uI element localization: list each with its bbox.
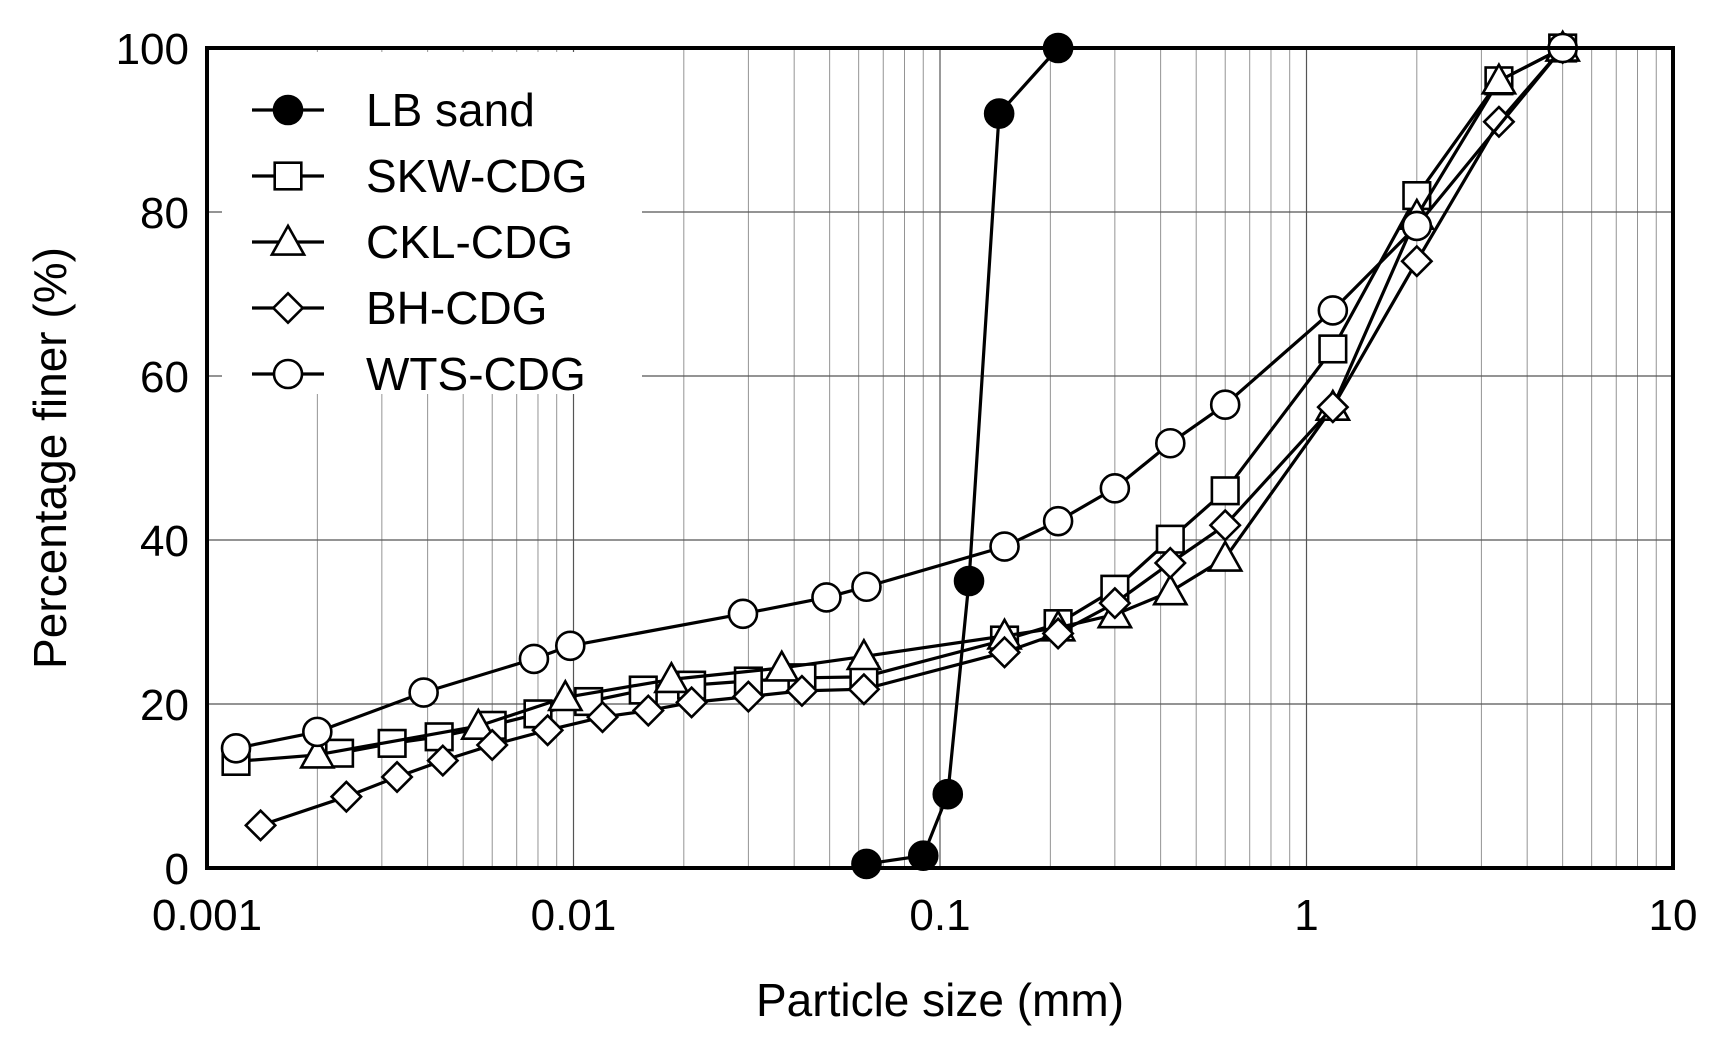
y-tick-label: 40 xyxy=(140,517,189,566)
legend-label: BH-CDG xyxy=(366,282,547,334)
legend-item-lb-sand: LB sand xyxy=(252,84,535,136)
data-point-ckl-cdg xyxy=(845,637,883,671)
y-axis-title: Percentage finer (%) xyxy=(24,247,76,669)
data-point-bh-cdg xyxy=(1400,244,1434,278)
y-tick-label: 100 xyxy=(116,25,189,74)
data-point-ckl-cdg xyxy=(1480,62,1518,95)
legend-item-skw-cdg: SKW-CDG xyxy=(252,150,588,202)
x-tick-label: 1 xyxy=(1294,891,1318,940)
series-line-lb-sand xyxy=(866,46,1060,866)
series-wts-cdg xyxy=(220,32,1578,764)
data-point-ckl-cdg xyxy=(653,660,690,694)
data-point-wts-cdg xyxy=(1099,473,1131,504)
legend-label: CKL-CDG xyxy=(366,216,573,268)
y-axis-ticks: 0 20 40 60 80 100 xyxy=(116,25,189,894)
legend-item-wts-cdg: WTS-CDG xyxy=(252,348,586,400)
y-tick-label: 20 xyxy=(140,681,189,730)
data-point-bh-cdg xyxy=(585,700,620,734)
data-point-bh-cdg xyxy=(731,680,765,714)
data-point-lb-sand xyxy=(907,840,939,872)
legend-item-ckl-cdg: CKL-CDG xyxy=(252,216,573,268)
data-point-lb-sand xyxy=(851,848,882,880)
data-point-bh-cdg xyxy=(329,780,363,814)
legend-label: WTS-CDG xyxy=(366,348,586,400)
x-tick-label: 0.1 xyxy=(909,891,970,940)
y-tick-label: 80 xyxy=(140,189,189,238)
x-axis-title: Particle size (mm) xyxy=(756,974,1124,1026)
data-point-wts-cdg xyxy=(851,571,882,603)
data-point-bh-cdg xyxy=(1041,616,1075,651)
data-point-ckl-cdg xyxy=(763,649,801,682)
series-bh-cdg xyxy=(244,31,1580,842)
data-point-wts-cdg xyxy=(1155,427,1186,459)
data-point-wts-cdg xyxy=(989,531,1020,562)
data-point-lb-sand xyxy=(953,565,985,597)
data-point-bh-cdg xyxy=(987,635,1022,669)
y-tick-label: 0 xyxy=(165,845,189,894)
data-point-bh-cdg xyxy=(531,713,565,747)
data-point-bh-cdg xyxy=(785,674,819,708)
data-point-ckl-cdg xyxy=(1206,539,1244,572)
data-point-wts-cdg xyxy=(1317,295,1349,326)
x-tick-label: 0.001 xyxy=(152,891,262,940)
legend-marker xyxy=(273,161,303,191)
legend-item-bh-cdg: BH-CDG xyxy=(252,282,547,334)
x-tick-label: 10 xyxy=(1649,891,1698,940)
series-line-wts-cdg xyxy=(235,46,1564,750)
series-group xyxy=(220,29,1581,880)
data-point-wts-cdg xyxy=(408,677,439,708)
legend-marker xyxy=(271,291,305,325)
data-point-wts-cdg xyxy=(727,598,759,630)
data-point-ckl-cdg xyxy=(1151,572,1189,606)
legend-label: LB sand xyxy=(366,84,535,136)
series-lb-sand xyxy=(851,32,1074,880)
data-point-bh-cdg xyxy=(1098,586,1132,620)
data-point-ckl-cdg xyxy=(299,736,336,769)
legend: LB sand SKW-CDG CKL-CDG BH-CDG WTS-CDG xyxy=(252,84,588,400)
data-point-lb-sand xyxy=(983,98,1015,129)
data-point-wts-cdg xyxy=(1401,210,1433,242)
data-point-ckl-cdg xyxy=(547,678,584,712)
data-point-bh-cdg xyxy=(380,760,414,794)
data-point-wts-cdg xyxy=(302,716,333,748)
legend-marker xyxy=(269,223,307,256)
data-point-bh-cdg xyxy=(1316,390,1350,424)
x-axis-ticks: 0.001 0.01 0.1 1 10 xyxy=(152,891,1698,940)
data-point-bh-cdg xyxy=(1482,105,1516,139)
data-point-bh-cdg xyxy=(847,672,881,706)
data-point-wts-cdg xyxy=(1209,389,1241,421)
data-point-wts-cdg xyxy=(1042,505,1074,537)
data-point-bh-cdg xyxy=(475,728,509,762)
data-point-skw-cdg xyxy=(1318,334,1348,364)
data-point-bh-cdg xyxy=(675,685,709,719)
data-point-bh-cdg xyxy=(426,744,460,778)
data-point-wts-cdg xyxy=(518,643,550,675)
legend-marker xyxy=(272,358,304,390)
data-point-ckl-cdg xyxy=(460,707,497,740)
data-point-bh-cdg xyxy=(1208,508,1242,542)
data-point-bh-cdg xyxy=(244,808,278,842)
data-point-skw-cdg xyxy=(424,722,454,752)
data-point-skw-cdg xyxy=(1210,476,1240,506)
data-point-bh-cdg xyxy=(1153,546,1187,580)
x-tick-label: 0.01 xyxy=(531,891,617,940)
data-point-wts-cdg xyxy=(220,732,252,764)
legend-label: SKW-CDG xyxy=(366,150,588,202)
data-point-wts-cdg xyxy=(811,582,842,613)
plot-frame xyxy=(205,46,1675,870)
legend-marker xyxy=(272,94,304,126)
y-tick-label: 60 xyxy=(140,353,189,402)
data-point-bh-cdg xyxy=(631,694,665,728)
data-point-wts-cdg xyxy=(554,630,586,662)
data-point-lb-sand xyxy=(932,778,964,810)
